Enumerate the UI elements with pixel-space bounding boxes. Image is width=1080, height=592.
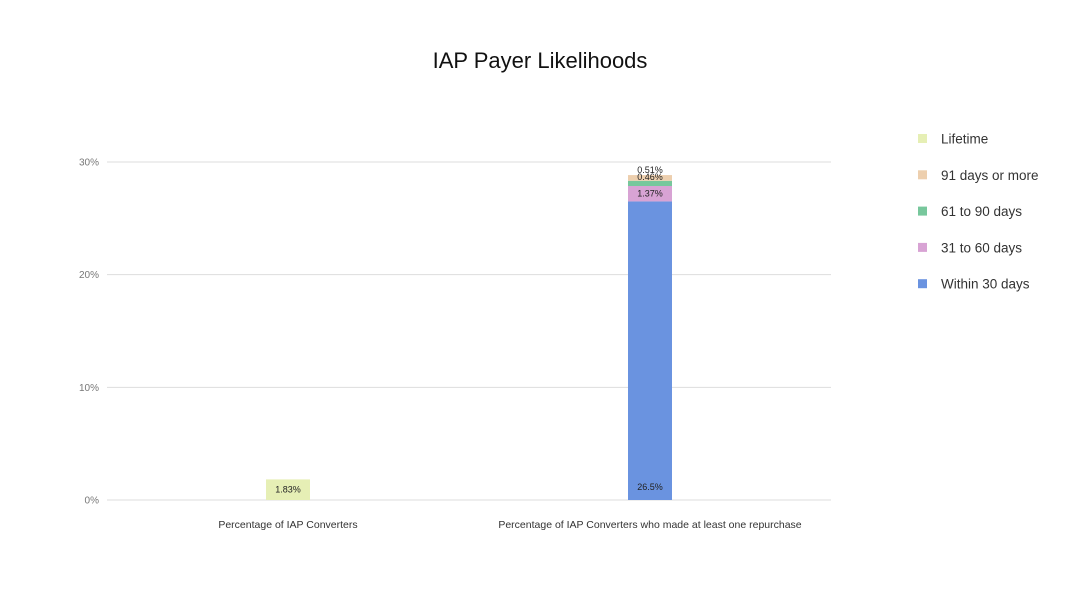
bar-31-to-60-days-1 bbox=[628, 185, 672, 202]
legend-label: 61 to 90 days bbox=[941, 204, 1022, 219]
legend-item-31-to-60-days: 31 to 60 days bbox=[918, 240, 1022, 255]
legend-label: Lifetime bbox=[941, 132, 988, 147]
y-tick-label: 0% bbox=[85, 496, 100, 507]
legend-item-lifetime: Lifetime bbox=[918, 132, 988, 147]
x-category-label-0: Percentage of IAP Converters bbox=[218, 519, 357, 531]
data-label-61-to-90-days-1: 0.46% bbox=[637, 172, 663, 182]
legend-item-61-to-90-days: 61 to 90 days bbox=[918, 204, 1022, 219]
y-tick-label: 30% bbox=[79, 158, 99, 169]
legend-label: 31 to 60 days bbox=[941, 240, 1022, 255]
legend-label: Within 30 days bbox=[941, 277, 1030, 292]
legend-item-91-days-or-more: 91 days or more bbox=[918, 168, 1039, 183]
legend-label: 91 days or more bbox=[941, 168, 1039, 183]
legend-item-within-30-days: Within 30 days bbox=[918, 277, 1030, 292]
y-tick-label: 10% bbox=[79, 383, 99, 394]
bar-lifetime-0 bbox=[266, 479, 310, 500]
bars bbox=[266, 175, 672, 500]
legend-swatch bbox=[918, 134, 927, 143]
data-label-within-30-days-1: 26.5% bbox=[637, 482, 663, 492]
data-label-91-days-or-more-1: 0.51% bbox=[637, 165, 663, 175]
bar-91-days-or-more-1 bbox=[628, 175, 672, 181]
bar-61-to-90-days-1 bbox=[628, 180, 672, 186]
data-label-31-to-60-days-1: 1.37% bbox=[637, 189, 663, 199]
data-labels: 1.83% 26.5% 1.37% 0.46%0.51% bbox=[275, 165, 663, 495]
legend-swatch bbox=[918, 206, 927, 216]
legend-swatch bbox=[918, 170, 927, 180]
bar-within-30-days-1 bbox=[628, 201, 672, 500]
x-category-label-1: Percentage of IAP Converters who made at… bbox=[498, 519, 801, 531]
legend: Lifetime 91 days or more 61 to 90 days 31 t… bbox=[918, 132, 1039, 292]
y-tick-label: 20% bbox=[79, 270, 99, 281]
chart-title: IAP Payer Likelihoods bbox=[433, 48, 648, 73]
axis-labels: 0% 10% 20% 30% Percentage of IAP Converters P… bbox=[79, 158, 802, 532]
legend-swatch bbox=[918, 279, 927, 289]
legend-swatch bbox=[918, 242, 927, 252]
data-label-lifetime-0: 1.83% bbox=[275, 485, 301, 495]
gridlines bbox=[107, 161, 831, 501]
